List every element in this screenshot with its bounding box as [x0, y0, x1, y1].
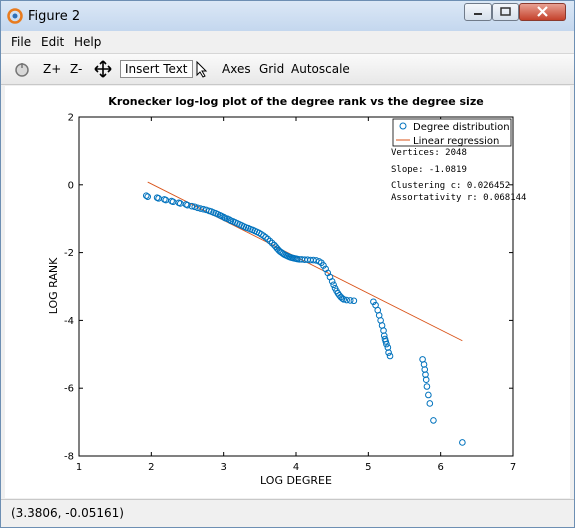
degree-point — [268, 239, 276, 247]
degree-point — [338, 295, 346, 302]
degree-point — [200, 205, 207, 213]
degree-point — [425, 391, 432, 399]
degree-point — [430, 417, 437, 424]
chart-title: Kronecker log-log plot of the degree ran… — [108, 95, 483, 108]
coordinate-readout: (3.3806, -0.05161) — [11, 506, 124, 520]
degree-point — [426, 400, 434, 407]
degree-point — [423, 383, 431, 390]
rotate-icon[interactable] — [13, 60, 31, 78]
degree-point — [220, 213, 227, 221]
degree-point — [191, 203, 199, 211]
degree-point — [382, 338, 389, 345]
degree-point — [346, 297, 354, 304]
y-axis-label: LOG RANK — [47, 257, 60, 314]
title-bar[interactable]: Figure 2 — [1, 1, 574, 31]
legend-entry-degree: Degree distribution — [413, 122, 510, 133]
annotation-clustering: Clustering c: 0.026452 — [391, 181, 510, 191]
minimize-icon — [474, 13, 482, 15]
figure-toolbar: Z+ Z- Insert Text Axes Grid Autoscale — [1, 53, 574, 85]
plot-canvas[interactable]: Kronecker log-log plot of the degree ran… — [5, 86, 570, 498]
status-bar: (3.3806, -0.05161) — [1, 499, 574, 527]
menu-file[interactable]: File — [11, 35, 32, 49]
degree-rank-chart: Kronecker log-log plot of the degree ran… — [47, 95, 526, 487]
degree-point — [264, 235, 272, 243]
degree-point — [184, 201, 191, 209]
y-tick-label: -8 — [64, 452, 74, 463]
autoscale-button[interactable]: Autoscale — [291, 62, 350, 76]
degree-point — [296, 256, 303, 263]
window-title: Figure 2 — [28, 9, 81, 24]
zoom-in-button[interactable]: Z+ — [43, 62, 62, 76]
degree-point — [328, 278, 336, 285]
degree-point — [343, 296, 350, 304]
degree-point — [340, 296, 348, 303]
x-tick-label: 3 — [220, 462, 226, 473]
plot-axes-box — [78, 116, 514, 457]
close-button[interactable] — [519, 3, 566, 21]
y-tick-label: 2 — [68, 113, 74, 124]
close-icon — [537, 6, 548, 17]
degree-point — [226, 216, 233, 224]
annotation-assortativity: Assortativity r: 0.068144 — [391, 193, 526, 203]
degree-point — [459, 439, 466, 446]
degree-point — [385, 349, 392, 356]
y-tick-label: -2 — [64, 248, 74, 259]
legend-marker-degree — [399, 122, 407, 130]
degree-point — [330, 281, 337, 289]
x-tick-label: 2 — [148, 462, 154, 473]
degree-point — [422, 376, 430, 384]
menu-help[interactable]: Help — [74, 35, 102, 49]
x-tick-label: 1 — [76, 462, 82, 473]
maximize-button[interactable] — [492, 3, 519, 21]
pan-icon[interactable] — [94, 60, 112, 78]
degree-point — [370, 298, 377, 306]
menu-bar: File Edit Help — [1, 31, 574, 53]
octave-logo-icon — [7, 8, 23, 24]
maximize-icon — [500, 7, 511, 16]
menu-edit[interactable]: Edit — [41, 35, 65, 49]
degree-point — [386, 352, 394, 360]
y-tick-label: -6 — [64, 384, 74, 395]
x-tick-label: 7 — [510, 462, 516, 473]
y-tick-label: 0 — [68, 180, 74, 191]
degree-point — [320, 262, 327, 269]
zoom-out-button[interactable]: Z- — [70, 62, 83, 76]
annotation-slope: Slope: -1.0819 — [391, 165, 467, 175]
degree-point — [383, 340, 390, 348]
legend: Degree distribution Linear regression — [392, 118, 512, 147]
x-tick-label: 5 — [365, 462, 371, 473]
degree-point — [142, 192, 150, 199]
x-tick-label: 6 — [437, 462, 443, 473]
y-tick-label: -4 — [64, 316, 74, 327]
insert-text-button[interactable]: Insert Text — [120, 60, 193, 78]
grid-button[interactable]: Grid — [259, 62, 285, 76]
x-tick-label: 4 — [293, 462, 299, 473]
x-axis-label: LOG DEGREE — [260, 474, 332, 487]
select-arrow-icon[interactable] — [193, 60, 211, 78]
axes-button[interactable]: Axes — [222, 62, 251, 76]
degree-point — [350, 297, 358, 305]
degree-point — [144, 193, 152, 200]
annotation-vertices: Vertices: 2048 — [391, 148, 467, 158]
degree-point — [188, 202, 196, 210]
legend-entry-regression: Linear regression — [413, 136, 499, 147]
minimize-button[interactable] — [464, 3, 492, 21]
degree-point — [266, 237, 274, 245]
